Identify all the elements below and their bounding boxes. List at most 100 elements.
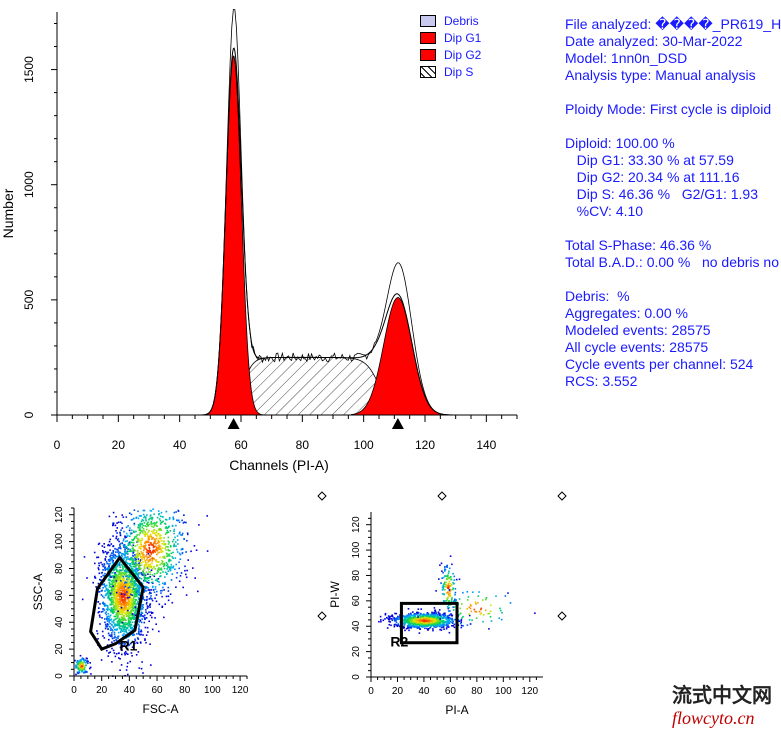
event-dot [461,617,463,619]
event-dot [129,621,132,623]
event-dot [156,572,158,575]
event-dot [148,546,151,549]
event-dot [446,564,448,567]
event-dot [120,647,122,649]
event-dot [114,584,116,586]
event-dot [140,633,142,636]
event-dot [423,623,425,626]
event-dot [107,655,109,657]
event-dot [146,626,149,629]
event-dot [82,667,85,669]
event-dot [167,548,169,551]
event-dot [453,626,456,629]
event-dot [128,617,130,620]
event-dot [100,590,103,592]
event-dot [128,612,131,615]
event-dot [102,574,104,577]
event-dot [140,578,143,580]
event-dot [126,662,129,664]
event-dot [153,513,155,515]
event-dot [123,642,125,644]
event-dot [428,613,430,616]
event-dot [124,554,126,557]
event-dot [149,591,151,594]
event-dot [129,589,131,591]
legend-label-dip-g2: Dip G2 [444,47,482,62]
event-dot [120,608,122,611]
event-dot [110,608,113,611]
event-dot [128,629,130,631]
event-dot [177,519,180,522]
event-dot [130,519,133,521]
event-dot [473,608,476,611]
event-dot [150,517,152,519]
event-dot [156,564,158,566]
event-dot [445,575,447,577]
event-dot [139,546,142,548]
event-dot [134,595,137,598]
event-dot [143,564,146,567]
event-dot [128,563,131,565]
event-dot [103,574,106,577]
event-dot [174,568,176,571]
event-dot [112,609,114,611]
event-dot [134,561,137,564]
event-dot [167,554,170,557]
event-dot [132,594,135,597]
event-dot [142,572,144,574]
event-dot [104,612,107,614]
event-dot [135,592,137,595]
x-tick-label: 140 [476,438,496,452]
event-dot [133,613,136,616]
event-dot [148,523,151,526]
event-dot [97,556,100,559]
event-dot [406,621,409,624]
event-dot [434,619,436,622]
event-dot [115,551,117,553]
event-dot [414,613,417,615]
event-dot [123,588,126,591]
event-dot [147,538,150,541]
event-dot [151,562,153,565]
event-dot [144,614,146,617]
event-dot [185,573,187,576]
event-dot [116,607,118,609]
event-dot [440,620,443,622]
event-dot [434,616,436,618]
event-dot [424,625,426,627]
event-dot [161,521,163,523]
event-dot [447,604,450,606]
event-dot [155,559,158,561]
event-dot [106,589,108,592]
event-dot [108,567,111,570]
event-dot [157,510,160,512]
event-dot [109,610,112,612]
event-dot [125,578,128,581]
y-tick-label: 0 [22,411,36,418]
event-dot [164,533,167,535]
event-dot [441,617,443,619]
event-dot [137,591,139,594]
event-dot [124,603,126,605]
event-dot [97,543,100,546]
event-dot [481,599,484,601]
event-dot [115,600,117,603]
event-dot [109,559,112,562]
event-dot [129,588,132,590]
event-dot [105,625,108,628]
event-dot [155,534,157,536]
event-dot [150,565,153,567]
event-dot [111,579,114,582]
event-dot [146,533,149,535]
event-dot [121,587,124,589]
event-dot [136,637,139,639]
event-dot [135,605,137,607]
event-dot [443,616,446,619]
event-dot [151,557,154,560]
event-dot [149,514,152,516]
event-dot [117,623,119,625]
event-dot [181,548,184,550]
event-dot [130,558,132,561]
event-dot [437,612,440,615]
event-dot [120,625,123,627]
